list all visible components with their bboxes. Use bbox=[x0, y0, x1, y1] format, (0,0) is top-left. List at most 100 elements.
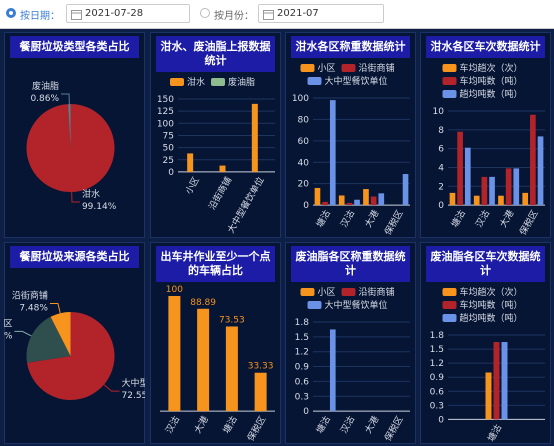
y-tick-label: 2 bbox=[438, 182, 444, 192]
title-box bbox=[156, 246, 275, 282]
slice-value: 0.86% bbox=[30, 94, 59, 104]
bar bbox=[501, 342, 508, 420]
chart-title: 废油脂各区称重数据统计 bbox=[296, 249, 406, 277]
title-box bbox=[10, 246, 139, 268]
y-tick-label: 1.8 bbox=[295, 318, 310, 328]
panel: 废油脂各区车次数据统计 车均趟次（次） 车均吨数（吨） 趟均吨数（吨） 0 0.3 0.6 0… bbox=[420, 242, 551, 444]
bar bbox=[457, 131, 463, 206]
y-tick-label: 75 bbox=[163, 131, 174, 141]
y-tick-label: 0 bbox=[438, 201, 444, 211]
month-input[interactable]: 2021-07 bbox=[258, 4, 384, 23]
legend-swatch bbox=[442, 288, 457, 296]
x-tick-label: 大港 bbox=[497, 208, 516, 230]
chart-title: 废油脂各区车次数据统计 bbox=[431, 249, 541, 277]
legend-swatch bbox=[211, 78, 225, 86]
bar bbox=[329, 329, 336, 412]
x-tick-label: 塘沽 bbox=[313, 208, 332, 230]
title-box bbox=[291, 246, 410, 282]
chart: 泔水各区称重数据统计小区 沿街商铺大中型餐饮单位 0 20 40 60 80 100 塘沽 汉沽大… bbox=[291, 36, 410, 237]
bar bbox=[449, 192, 456, 206]
chart: 出车井作业至少一个点的车辆占比 100 汉沽 88.89 大港 73.53 塘沽 33.33 保… bbox=[156, 246, 275, 443]
bar bbox=[402, 174, 409, 206]
title-box bbox=[291, 36, 410, 58]
legend-item: 沿街商铺 bbox=[341, 286, 395, 298]
y-tick-label: 100 bbox=[292, 94, 309, 104]
legend-label: 大中型餐饮单位 bbox=[324, 75, 387, 87]
y-tick-label: 50 bbox=[163, 144, 175, 154]
legend-swatch bbox=[341, 64, 356, 72]
title-box bbox=[426, 36, 545, 58]
panel: 餐厨垃圾来源各类占比大中型餐饮单位 72.55% 小区 19.97% 沿街商铺 7.48% bbox=[4, 242, 145, 444]
x-tick-label: 保税区 bbox=[517, 208, 541, 237]
legend-swatch bbox=[442, 77, 457, 85]
bar bbox=[473, 195, 480, 206]
legend-label: 趟均吨数（吨） bbox=[459, 88, 522, 100]
y-tick-label: 1.2 bbox=[430, 359, 444, 369]
bar bbox=[505, 168, 512, 206]
legend-label: 车均趟次（次） bbox=[459, 62, 522, 74]
y-tick-label: 20 bbox=[298, 180, 310, 190]
x-tick-label: 保税区 bbox=[244, 414, 268, 443]
leader-line bbox=[61, 93, 70, 105]
legend-item: 泔水 bbox=[169, 76, 205, 88]
y-tick-label: 0.3 bbox=[430, 401, 444, 411]
y-tick-label: 0 bbox=[303, 201, 309, 211]
legend-swatch bbox=[442, 64, 457, 72]
y-tick-label: 150 bbox=[157, 95, 174, 105]
bar bbox=[254, 372, 267, 412]
legend-swatch bbox=[169, 78, 184, 86]
y-tick-label: 125 bbox=[157, 107, 174, 117]
x-tick-label: 汉沽 bbox=[473, 208, 492, 230]
bar bbox=[168, 296, 181, 412]
x-tick-label: 塘沽 bbox=[313, 414, 332, 436]
chart-title: 泔水各区称重数据统计 bbox=[296, 39, 406, 53]
legend-label: 沿街商铺 bbox=[359, 62, 395, 74]
leader-line bbox=[71, 191, 80, 203]
y-tick-label: 1.2 bbox=[295, 348, 309, 358]
x-tick-label: 汉沽 bbox=[338, 414, 357, 436]
legend-label: 小区 bbox=[317, 287, 335, 298]
legend-item: 车均吨数（吨） bbox=[442, 299, 523, 311]
legend-label: 废油脂 bbox=[228, 76, 255, 88]
chart-title: 餐厨垃圾类型各类占比 bbox=[19, 39, 130, 53]
chart-title: 餐厨垃圾来源各类占比 bbox=[19, 249, 130, 263]
bar bbox=[346, 202, 353, 206]
month-radio[interactable] bbox=[200, 8, 210, 18]
date-input[interactable]: 2021-07-28 bbox=[66, 4, 190, 23]
legend-swatch bbox=[341, 288, 356, 296]
bar bbox=[251, 103, 258, 172]
x-tick-label: 沿街商铺 bbox=[206, 175, 234, 212]
y-tick-label: 80 bbox=[298, 115, 310, 125]
bar bbox=[225, 326, 238, 412]
chart-title: 泔水各区车次数据统计 bbox=[431, 39, 541, 53]
x-tick-label: 汉沽 bbox=[338, 208, 357, 230]
date-radio[interactable] bbox=[6, 8, 16, 18]
legend-item: 沿街商铺 bbox=[341, 62, 395, 74]
legend-item: 车均吨数（吨） bbox=[442, 75, 523, 87]
pie-slice bbox=[26, 316, 71, 363]
y-tick-label: 0.6 bbox=[295, 377, 310, 387]
y-tick-label: 1.8 bbox=[430, 331, 445, 341]
bar-value: 33.33 bbox=[248, 362, 274, 372]
legend-swatch bbox=[442, 301, 457, 309]
bar-value: 88.89 bbox=[190, 298, 216, 308]
legend-label: 趟均吨数（吨） bbox=[459, 312, 522, 324]
calendar-icon bbox=[71, 10, 82, 20]
legend-item: 车均趟次（次） bbox=[442, 286, 523, 298]
x-tick-label: 大港 bbox=[362, 414, 381, 436]
slice-value: 19.97% bbox=[4, 331, 13, 341]
legend-label: 沿街商铺 bbox=[359, 286, 395, 298]
panel: 出车井作业至少一个点的车辆占比 100 汉沽 88.89 大港 73.53 塘沽 33.33 保… bbox=[150, 242, 281, 444]
leader-line bbox=[49, 302, 61, 314]
legend-label: 泔水 bbox=[187, 76, 205, 88]
month-label: 按月份： bbox=[214, 11, 254, 22]
y-tick-label: 0.3 bbox=[295, 392, 309, 402]
y-tick-label: 0.9 bbox=[295, 363, 310, 373]
bar bbox=[464, 147, 471, 206]
bar bbox=[489, 176, 495, 206]
leader-line bbox=[14, 330, 32, 337]
bar bbox=[481, 176, 488, 206]
legend-swatch bbox=[442, 90, 457, 98]
